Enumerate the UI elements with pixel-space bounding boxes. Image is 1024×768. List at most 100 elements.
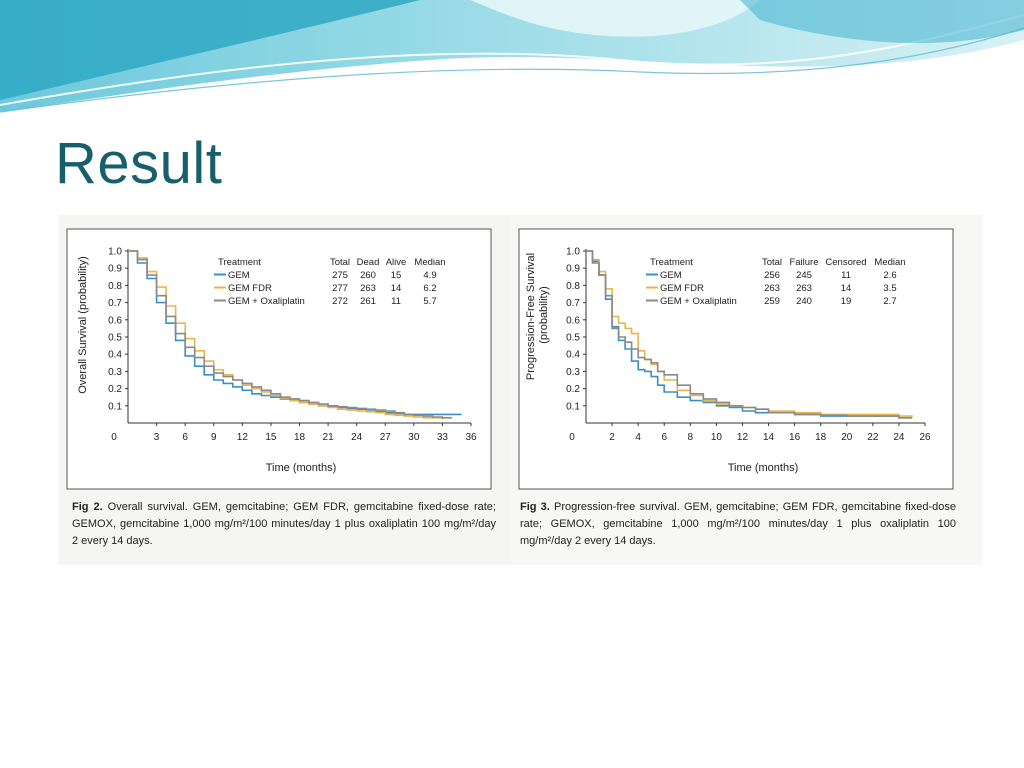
- series-line-gem-fdr: [128, 250, 444, 420]
- legend-cell: 11: [841, 270, 851, 281]
- x-tick-label: 33: [437, 432, 449, 443]
- y-tick-label: 0.4: [108, 350, 122, 361]
- legend-cell: 14: [841, 283, 852, 294]
- legend-cell: 240: [796, 296, 812, 307]
- series-line-gem-oxaliplatin: [128, 250, 452, 419]
- y-axis-label-line2: (probability): [538, 286, 550, 343]
- legend-cell: 6.2: [423, 283, 436, 294]
- legend-header: Treatment: [218, 257, 261, 268]
- legend-cell: 263: [360, 283, 376, 294]
- x-tick-label: 24: [351, 432, 363, 443]
- figure-caption: Fig 2. Overall survival. GEM, gemcitabin…: [72, 499, 496, 550]
- chart-frame: [66, 228, 492, 490]
- x-tick-label: 4: [635, 432, 641, 443]
- y-axis-label: Progression-Free Survival (probability): [525, 250, 550, 380]
- caption-text: Overall survival. GEM, gemcitabine; GEM …: [72, 501, 496, 547]
- y-tick-label: 0.2: [566, 384, 580, 395]
- legend-cell: 256: [764, 270, 780, 281]
- x-tick-label: 22: [867, 432, 879, 443]
- legend-cell: 277: [332, 283, 348, 294]
- legend-label: GEM FDR: [228, 283, 272, 294]
- y-tick-label: 0.1: [108, 401, 122, 412]
- legend-label: GEM: [660, 270, 682, 281]
- series-line-gem-oxaliplatin: [586, 250, 912, 419]
- figure-progression-free-survival: 1.0 0.9 0.8 0.7 0.6 0.5 0.4 0.3 0.2 0.1 0 2 4 6 8 10 12 1…: [510, 215, 982, 565]
- chart-frame: [518, 228, 954, 490]
- figure-overall-survival: 1.0 0.9 0.8 0.7 0.6 0.5 0.4 0.3 0.2 0.1 0 3 6 9 12 15 18…: [58, 215, 518, 565]
- y-tick-label: 0.1: [566, 401, 580, 412]
- x-tick-label: 2: [609, 432, 615, 443]
- y-tick-label: 0.6: [108, 315, 122, 326]
- caption-label: Fig 3.: [520, 501, 550, 513]
- x-tick-label: 12: [237, 432, 249, 443]
- x-axis-label: Time (months): [728, 462, 799, 474]
- slide-title: Result: [55, 131, 223, 196]
- legend-header: Alive: [386, 257, 407, 268]
- x-tick-label: 14: [763, 432, 775, 443]
- legend-label: GEM + Oxaliplatin: [660, 296, 737, 307]
- x-tick-label: 12: [737, 432, 749, 443]
- x-tick-label: 15: [265, 432, 277, 443]
- legend-label: GEM: [228, 270, 250, 281]
- y-tick-label: 0.5: [566, 333, 580, 344]
- legend-cell: 11: [391, 296, 401, 307]
- legend-cell: 245: [796, 270, 812, 281]
- y-tick-label: 0.9: [566, 264, 580, 275]
- figure-caption: Fig 3. Progression-free survival. GEM, g…: [520, 499, 956, 550]
- y-tick-label: 0.3: [108, 367, 122, 378]
- y-axis-label: Overall Survival (probability): [77, 256, 89, 394]
- legend-cell: 3.5: [883, 283, 896, 294]
- x-axis-label: Time (months): [266, 462, 337, 474]
- legend-cell: 261: [360, 296, 376, 307]
- x-tick-label: 36: [465, 432, 477, 443]
- y-axis-label-line1: Progression-Free Survival: [525, 253, 537, 380]
- y-tick-label: 0.3: [566, 367, 580, 378]
- legend-cell: 259: [764, 296, 780, 307]
- legend-header: Median: [414, 257, 445, 268]
- y-tick-label: 0.4: [566, 350, 580, 361]
- y-tick-label: 0.8: [566, 281, 580, 292]
- legend-cell: 2.7: [883, 296, 896, 307]
- caption-label: Fig 2.: [72, 501, 103, 513]
- legend-header: Treatment: [650, 257, 693, 268]
- legend-label: GEM + Oxaliplatin: [228, 296, 305, 307]
- y-tick-label: 0.2: [108, 384, 122, 395]
- legend-cell: 275: [332, 270, 348, 281]
- overall-survival-chart: 1.00.90.80.70.60.50.40.30.20.10 3 6 9 12 15 18…: [66, 228, 492, 490]
- legend-cell: 263: [764, 283, 780, 294]
- legend-cell: 263: [796, 283, 812, 294]
- legend-cell: 4.9: [423, 270, 436, 281]
- legend-header: Failure: [789, 257, 818, 268]
- legend-header: Total: [762, 257, 782, 268]
- legend-cell: 5.7: [423, 296, 436, 307]
- y-tick-label: 0.7: [566, 298, 580, 309]
- y-tick-label: 1.0: [108, 247, 122, 258]
- x-tick-label: 0: [111, 432, 117, 443]
- y-tick-label: 0.7: [108, 298, 122, 309]
- x-tick-label: 18: [294, 432, 306, 443]
- legend-header: Median: [874, 257, 905, 268]
- x-tick-label: 18: [815, 432, 827, 443]
- x-tick-label: 16: [789, 432, 801, 443]
- x-tick-label: 6: [182, 432, 188, 443]
- y-tick-label: 1.0: [566, 247, 580, 258]
- legend-cell: 14: [391, 283, 402, 294]
- x-tick-label: 10: [711, 432, 723, 443]
- legend-header: Censored: [825, 257, 866, 268]
- x-tick-label: 30: [408, 432, 420, 443]
- x-tick-label: 20: [841, 432, 853, 443]
- x-tick-label: 9: [211, 432, 217, 443]
- x-tick-label: 27: [380, 432, 392, 443]
- legend-cell: 260: [360, 270, 376, 281]
- x-tick-label: 26: [919, 432, 931, 443]
- legend-label: GEM FDR: [660, 283, 704, 294]
- legend-cell: 15: [391, 270, 402, 281]
- x-tick-label: 21: [323, 432, 335, 443]
- y-tick-label: 0.5: [108, 333, 122, 344]
- x-tick-label: 6: [661, 432, 667, 443]
- y-tick-label: 0.6: [566, 315, 580, 326]
- x-tick-label: 24: [893, 432, 905, 443]
- legend-cell: 2.6: [883, 270, 896, 281]
- legend-header: Total: [330, 257, 350, 268]
- caption-text: Progression-free survival. GEM, gemcitab…: [520, 501, 956, 547]
